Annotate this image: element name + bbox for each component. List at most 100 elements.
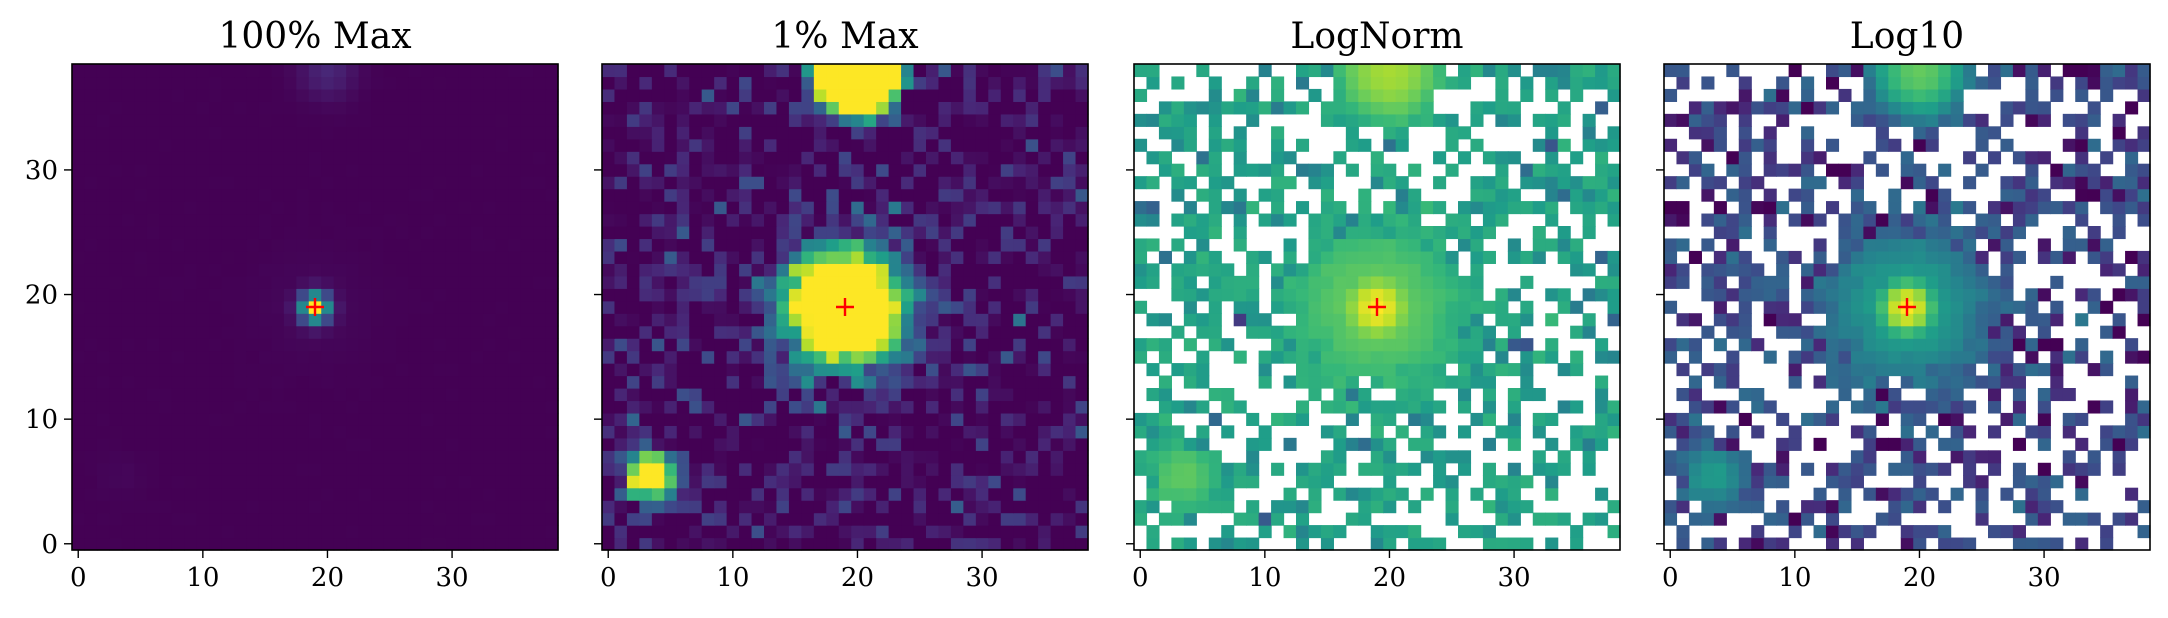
heatmap-cell [1383,437,1397,451]
heatmap-cell [876,76,890,90]
heatmap-cell [533,525,547,539]
heatmap-cell [209,138,223,152]
heatmap-cell [1788,250,1802,264]
heatmap-cell [1320,475,1334,489]
heatmap-cell [2025,350,2039,364]
heatmap-cell [396,275,410,289]
heatmap-cell [209,176,223,190]
heatmap-cell [888,188,902,202]
heatmap-cell [2100,363,2114,377]
heatmap-cell [826,462,840,476]
heatmap-cell [1395,487,1409,501]
heatmap-cell [408,425,422,439]
heatmap-cell [851,313,865,327]
heatmap-cell [146,151,160,165]
heatmap-cell [963,437,977,451]
heatmap-cell [508,437,522,451]
heatmap-cell [333,487,347,501]
heatmap-cell [626,388,640,402]
heatmap-cell [408,238,422,252]
heatmap-cell [1025,412,1039,426]
heatmap-cell [1495,475,1509,489]
heatmap-cell [2000,64,2014,78]
heatmap-cell [2075,201,2089,215]
heatmap-cell [533,475,547,489]
heatmap-cell [1146,275,1160,289]
heatmap-cell [495,350,509,364]
heatmap-cell [2125,288,2139,302]
heatmap-cell [988,76,1002,90]
heatmap-cell [764,400,778,414]
heatmap-cell [701,325,715,339]
heatmap-cell [1913,350,1927,364]
heatmap-cell [171,138,185,152]
heatmap-cell [495,176,509,190]
heatmap-cell [371,363,385,377]
heatmap-cell [321,101,335,115]
heatmap-cell [626,425,640,439]
heatmap-cell [1183,101,1197,115]
heatmap-cell [1171,537,1185,551]
heatmap-cell [109,525,123,539]
heatmap-cell [121,450,135,464]
heatmap-cell [1888,388,1902,402]
heatmap-cell [1050,525,1064,539]
heatmap-cell [1408,238,1422,252]
heatmap-cell [2050,313,2064,327]
heatmap-cell [1050,475,1064,489]
heatmap-cell [2100,300,2114,314]
heatmap-cell [483,500,497,514]
heatmap-cell [1320,113,1334,127]
heatmap-cell [876,313,890,327]
heatmap-cell [739,412,753,426]
heatmap-cell [308,412,322,426]
heatmap-cell [602,450,616,464]
heatmap-cell [1383,138,1397,152]
heatmap-cell [1383,525,1397,539]
heatmap-cell [470,300,484,314]
heatmap-cell [714,363,728,377]
heatmap-cell [1913,475,1927,489]
heatmap-cell [1607,250,1621,264]
heatmap-cell [2075,138,2089,152]
heatmap-cell [396,163,410,177]
heatmap-cell [1013,537,1027,551]
heatmap-cell [602,138,616,152]
heatmap-cell [1557,138,1571,152]
heatmap-cell [508,263,522,277]
heatmap-cell [838,226,852,240]
heatmap-cell [1158,338,1172,352]
heatmap-cell [333,300,347,314]
heatmap-cell [726,163,740,177]
heatmap-cell [1075,188,1089,202]
heatmap-cell [483,138,497,152]
heatmap-cell [2050,275,2064,289]
heatmap-cell [1013,412,1027,426]
heatmap-cell [701,350,715,364]
heatmap-cell [664,300,678,314]
heatmap-cell [714,275,728,289]
heatmap-cell [346,64,360,78]
heatmap-cell [1296,363,1310,377]
heatmap-cell [1975,512,1989,526]
heatmap-cell [1063,138,1077,152]
heatmap-cell [1570,425,1584,439]
heatmap-cell [901,101,915,115]
heatmap-cell [346,537,360,551]
heatmap-cell [296,512,310,526]
heatmap-cell [159,338,173,352]
heatmap-cell [1701,487,1715,501]
heatmap-cell [1875,250,1889,264]
heatmap-cell [1950,226,1964,240]
heatmap-cell [72,226,86,240]
heatmap-cell [714,126,728,140]
heatmap-cell [926,250,940,264]
heatmap-cell [346,201,360,215]
heatmap-cell [346,363,360,377]
heatmap-cell [1196,437,1210,451]
heatmap-cell [726,250,740,264]
heatmap-cell [1025,487,1039,501]
heatmap-cell [508,151,522,165]
heatmap-cell [1433,375,1447,389]
heatmap-cell [1900,462,1914,476]
